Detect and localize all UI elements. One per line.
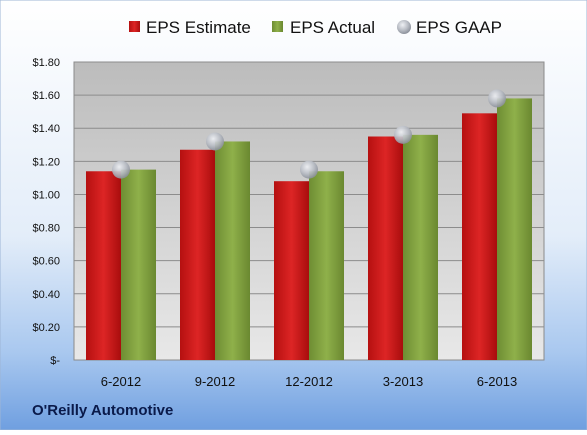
legend-item-eps-estimate: EPS Estimate xyxy=(129,18,251,37)
y-tick-label: $0.40 xyxy=(32,289,60,301)
eps-estimate-bar xyxy=(86,171,121,360)
bars xyxy=(86,98,532,360)
eps-estimate-bar xyxy=(180,149,215,360)
x-tick-label: 9-2012 xyxy=(195,374,235,389)
eps-actual-bar xyxy=(497,98,532,360)
eps-gaap-marker xyxy=(488,89,506,108)
eps-gaap-marker xyxy=(112,160,130,179)
y-tick-label: $1.80 xyxy=(32,57,60,69)
x-tick-label: 6-2013 xyxy=(477,374,517,389)
legend-label-eps-gaap: EPS GAAP xyxy=(416,18,502,37)
legend-item-eps-gaap: EPS GAAP xyxy=(397,18,502,37)
eps-actual-bar xyxy=(215,141,250,360)
y-tick-label: $0.60 xyxy=(32,256,60,268)
legend-label-eps-estimate: EPS Estimate xyxy=(146,18,251,37)
eps-estimate-bar xyxy=(274,181,309,360)
x-tick-label: 3-2013 xyxy=(383,374,423,389)
gaap-markers xyxy=(112,89,506,179)
y-tick-label: $1.60 xyxy=(32,90,60,102)
eps-estimate-bar xyxy=(462,113,497,360)
eps-gaap-marker xyxy=(300,160,318,179)
y-tick-label: $0.80 xyxy=(32,223,60,235)
legend-label-eps-actual: EPS Actual xyxy=(290,18,375,37)
company-name: O'Reilly Automotive xyxy=(32,402,173,419)
eps-gaap-marker xyxy=(394,125,412,144)
legend-swatch-eps-actual xyxy=(272,21,283,32)
y-tick-label: $1.00 xyxy=(32,189,60,201)
x-axis-ticks: 6-2012 9-2012 12-2012 3-2013 6-2013 xyxy=(101,374,517,389)
y-tick-label: $0.20 xyxy=(32,322,60,334)
y-tick-label: $1.40 xyxy=(32,123,60,135)
y-tick-label: $- xyxy=(50,355,60,367)
x-tick-label: 12-2012 xyxy=(285,374,333,389)
eps-actual-bar xyxy=(403,134,438,360)
legend-swatch-eps-estimate xyxy=(129,21,140,32)
eps-estimate-bar xyxy=(368,136,403,360)
legend-item-eps-actual: EPS Actual xyxy=(272,18,375,37)
eps-actual-bar xyxy=(121,169,156,360)
legend-swatch-eps-gaap xyxy=(397,20,411,34)
eps-gaap-marker xyxy=(206,132,224,151)
y-tick-label: $1.20 xyxy=(32,156,60,168)
x-tick-label: 6-2012 xyxy=(101,374,141,389)
legend: EPS Estimate EPS Actual EPS GAAP xyxy=(129,18,502,37)
eps-actual-bar xyxy=(309,171,344,360)
y-axis-ticks: $- $0.20 $0.40 $0.60 $0.80 $1.00 $1.20 $1.40 $1.… xyxy=(32,57,60,367)
